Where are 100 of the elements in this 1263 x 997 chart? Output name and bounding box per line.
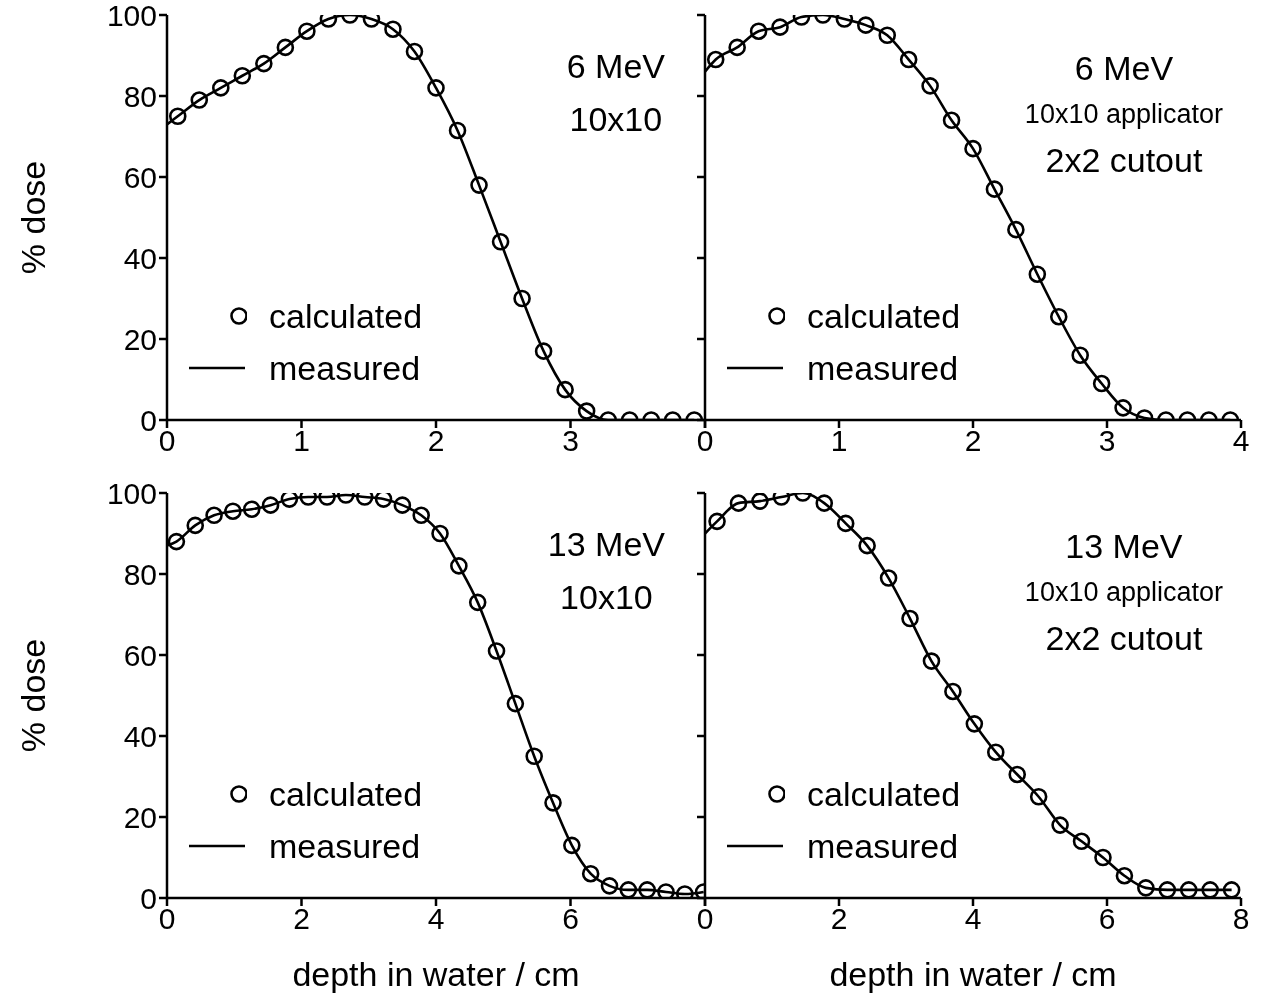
legend-label: measured: [807, 826, 959, 866]
annotation: 2x2 cutout: [1044, 618, 1204, 659]
point: [374, 493, 393, 508]
point: [899, 50, 918, 69]
point: [212, 79, 230, 97]
point: [168, 107, 187, 126]
y-axis-title: % dose: [14, 638, 52, 753]
annotation: 6 MeV: [566, 46, 665, 87]
point: [1049, 307, 1068, 326]
point: [393, 496, 412, 514]
point: [167, 532, 186, 551]
point: [427, 79, 445, 97]
point: [858, 536, 876, 555]
x-tick-label: 2: [293, 902, 310, 936]
point: [487, 642, 506, 660]
legend-label: calculated: [269, 296, 423, 336]
y-tick-label: 80: [123, 557, 157, 591]
y-tick-label: 20: [123, 322, 157, 356]
point: [1114, 399, 1132, 417]
x-tick-label: 6: [562, 902, 579, 936]
legend-label: measured: [807, 348, 959, 388]
point: [1158, 881, 1177, 898]
point: [857, 16, 875, 34]
point: [205, 506, 223, 525]
point: [901, 609, 919, 628]
point: [450, 557, 468, 575]
x-tick-label: 1: [830, 424, 848, 458]
point: [448, 121, 467, 140]
point: [815, 494, 834, 512]
point: [942, 111, 961, 130]
point: [255, 54, 273, 73]
point: [280, 493, 299, 508]
point: [470, 176, 488, 194]
y-tick-label: 100: [106, 0, 157, 32]
x-tick-label: 4: [964, 902, 982, 936]
point: [405, 42, 424, 61]
y-tick-label: 0: [140, 881, 157, 915]
point: [751, 493, 769, 510]
point: [1051, 816, 1069, 834]
point: [1179, 881, 1198, 898]
point: [186, 516, 205, 535]
x-tick-label: 4: [427, 902, 445, 936]
point: [276, 38, 295, 57]
y-tick-label: 40: [123, 719, 157, 753]
y-tick-label: 80: [123, 79, 157, 113]
y-tick-label: 100: [106, 476, 157, 510]
point: [1007, 220, 1025, 239]
point: [544, 794, 562, 812]
x-tick-label: 8: [1232, 902, 1250, 936]
y-tick-label: 0: [140, 403, 157, 437]
point: [468, 593, 487, 612]
point: [964, 139, 982, 158]
point: [879, 569, 898, 587]
y-tick-label: 40: [123, 241, 157, 275]
x-tick-label: 1: [293, 424, 310, 458]
x-tick-label: 2: [427, 424, 445, 458]
x-axis-title: depth in water / cm: [829, 955, 1117, 993]
point: [706, 50, 725, 69]
point: [922, 652, 941, 670]
point: [1222, 881, 1241, 898]
point: [233, 66, 252, 85]
point: [1137, 879, 1155, 897]
point: [384, 20, 402, 38]
point: [298, 22, 316, 40]
point: [708, 512, 726, 531]
point: [619, 881, 638, 898]
point: [525, 747, 543, 766]
x-tick-label: 0: [696, 424, 714, 458]
annotation: 2x2 cutout: [1044, 140, 1204, 181]
point: [563, 836, 581, 855]
x-tick-label: 0: [696, 902, 714, 936]
x-tick-label: 3: [562, 424, 579, 458]
point: [657, 883, 675, 898]
point: [1201, 881, 1219, 898]
point: [1094, 848, 1112, 867]
annotation: 10x10 applicator: [1024, 576, 1223, 609]
point: [728, 38, 746, 57]
legend-label: measured: [269, 348, 421, 388]
legend-label: calculated: [807, 774, 961, 814]
x-tick-label: 2: [830, 902, 848, 936]
annotation: 13 MeV: [1064, 526, 1184, 567]
point: [224, 502, 242, 521]
point: [190, 91, 209, 109]
point: [986, 743, 1005, 761]
point: [965, 715, 984, 733]
point: [600, 877, 619, 895]
point: [506, 694, 525, 713]
point: [261, 496, 280, 514]
point: [581, 864, 600, 883]
point: [412, 506, 431, 525]
annotation: 10x10 applicator: [1024, 98, 1223, 131]
point: [1071, 346, 1089, 364]
annotation: 10x10: [568, 99, 664, 140]
point: [771, 18, 789, 36]
x-axis-title: depth in water / cm: [292, 955, 580, 993]
x-tick-label: 2: [964, 424, 982, 458]
x-tick-label: 6: [1098, 902, 1116, 936]
point: [1008, 765, 1027, 784]
y-axis-title: % dose: [14, 160, 52, 275]
point: [638, 881, 656, 898]
